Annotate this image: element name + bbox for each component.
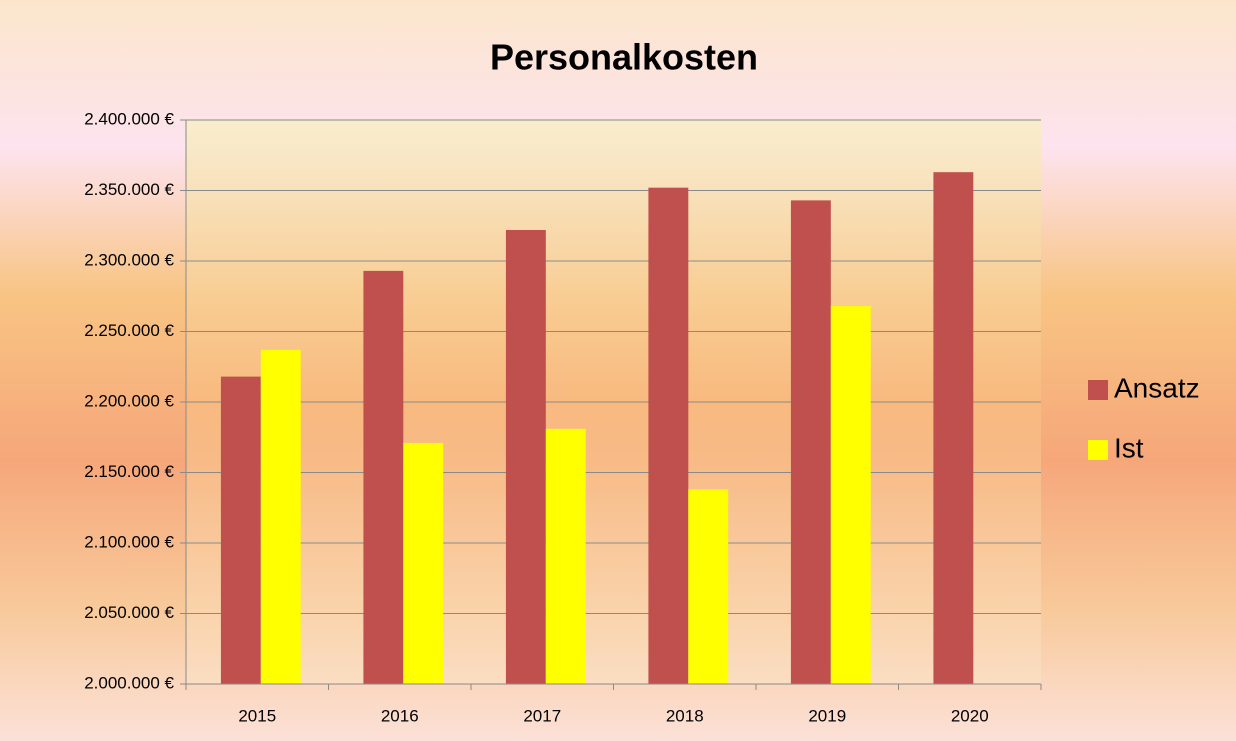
y-tick-label: 2.200.000 €: [84, 391, 174, 410]
bar: [260, 349, 301, 684]
y-tick-label: 2.300.000 €: [84, 250, 174, 269]
x-tick-label: 2019: [808, 706, 846, 725]
x-tick-label: 2018: [666, 706, 704, 725]
x-tick-label: 2020: [951, 706, 989, 725]
chart-title: Personalkosten: [490, 37, 758, 78]
x-tick-label: 2016: [381, 706, 419, 725]
legend-swatch: [1088, 380, 1108, 400]
y-tick-label: 2.350.000 €: [84, 180, 174, 199]
x-tick-label: 2017: [523, 706, 561, 725]
bar: [363, 270, 404, 684]
y-tick-label: 2.250.000 €: [84, 321, 174, 340]
legend-swatch: [1088, 440, 1108, 460]
legend-label: Ansatz: [1114, 372, 1200, 403]
y-tick-label: 2.100.000 €: [84, 532, 174, 551]
bar: [830, 306, 871, 684]
bar: [790, 200, 831, 684]
bar: [403, 442, 444, 684]
bar: [933, 172, 974, 685]
bar: [505, 229, 546, 685]
y-tick-label: 2.150.000 €: [84, 462, 174, 481]
y-tick-label: 2.050.000 €: [84, 603, 174, 622]
bar: [648, 187, 689, 684]
y-tick-label: 2.400.000 €: [84, 109, 174, 128]
bar: [688, 489, 729, 684]
legend-label: Ist: [1114, 432, 1144, 463]
y-tick-label: 2.000.000 €: [84, 673, 174, 692]
bar: [220, 376, 261, 684]
bar: [545, 428, 586, 684]
x-tick-label: 2015: [238, 706, 276, 725]
